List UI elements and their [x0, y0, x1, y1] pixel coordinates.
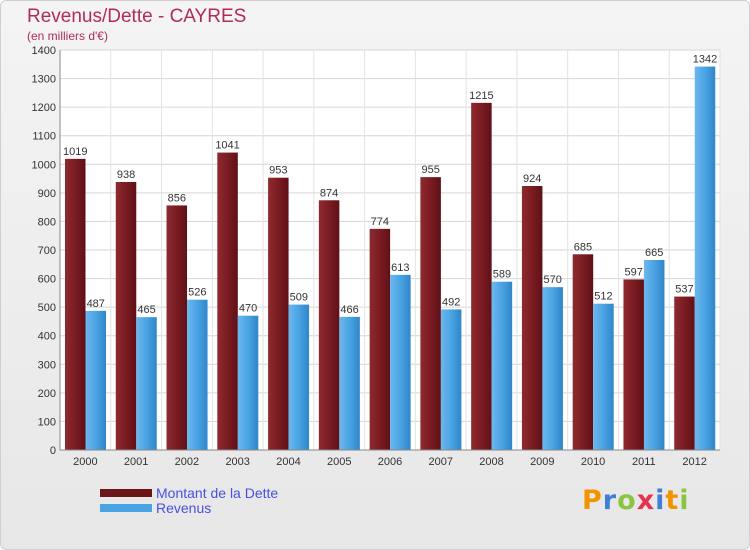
y-tick-label: 0 [50, 445, 56, 457]
data-label-dette: 874 [320, 187, 338, 199]
y-tick-label: 900 [38, 188, 56, 200]
data-label-dette: 1215 [469, 90, 493, 102]
bar-dette [471, 102, 492, 450]
y-tick-label: 1400 [32, 45, 56, 57]
data-label-dette: 938 [117, 169, 135, 181]
bar-dette [623, 279, 644, 450]
data-label-revenus: 470 [239, 303, 257, 315]
bar-dette [521, 186, 543, 450]
legend-label-revenus: Revenus [156, 500, 212, 516]
bar-dette [369, 228, 391, 450]
x-tick-label: 2000 [73, 456, 97, 468]
bar-revenus [491, 281, 513, 450]
data-label-revenus: 665 [645, 247, 663, 259]
y-tick-label: 1100 [32, 131, 56, 143]
bar-dette [217, 152, 238, 451]
chart-subtitle: (en milliers d'€) [27, 29, 108, 43]
data-label-dette: 856 [168, 192, 186, 204]
bar-dette [318, 200, 340, 450]
y-tick-label: 800 [38, 216, 56, 228]
data-label-revenus: 509 [290, 292, 308, 304]
data-label-dette: 953 [269, 165, 287, 177]
x-tick-label: 2005 [327, 456, 351, 468]
y-tick-label: 500 [38, 302, 56, 314]
bar-dette [268, 177, 289, 450]
x-tick-label: 2004 [276, 456, 300, 468]
bar-revenus [593, 303, 614, 450]
x-tick-label: 2009 [530, 456, 554, 468]
y-tick-label: 200 [38, 388, 56, 400]
y-tick-label: 600 [38, 274, 56, 286]
bar-revenus [390, 274, 411, 450]
x-tick-label: 2007 [429, 456, 453, 468]
data-label-dette: 537 [675, 284, 693, 296]
bar-revenus [694, 66, 716, 451]
bar-revenus [85, 310, 106, 450]
bar-revenus [237, 315, 259, 450]
x-tick-label: 2012 [682, 456, 706, 468]
data-label-revenus: 570 [543, 274, 561, 286]
y-tick-label: 1300 [32, 74, 56, 86]
bar-dette [420, 177, 441, 450]
bar-revenus [187, 299, 208, 450]
bar-dette [65, 158, 86, 450]
legend-swatch-revenus [100, 504, 152, 512]
data-label-revenus: 466 [340, 304, 358, 316]
y-tick-label: 400 [38, 331, 56, 343]
bar-revenus [136, 317, 157, 450]
data-label-dette: 1041 [215, 140, 239, 152]
proxiti-logo: Proxiti [582, 485, 690, 516]
x-tick-label: 2003 [225, 456, 249, 468]
bar-dette [674, 296, 695, 450]
legend-label-dette: Montant de la Dette [156, 485, 279, 501]
data-label-revenus: 492 [442, 296, 460, 308]
x-tick-label: 2002 [175, 456, 199, 468]
y-tick-label: 300 [38, 359, 56, 371]
bar-dette [115, 182, 137, 450]
data-label-revenus: 526 [188, 287, 206, 299]
bar-revenus [288, 304, 310, 450]
x-tick-label: 2010 [581, 456, 605, 468]
bar-dette [572, 254, 594, 450]
data-label-dette: 955 [421, 164, 439, 176]
data-label-revenus: 1342 [693, 54, 717, 66]
data-label-revenus: 465 [137, 304, 155, 316]
bar-revenus [643, 260, 665, 450]
y-tick-label: 1000 [32, 159, 56, 171]
data-label-revenus: 613 [391, 262, 409, 274]
data-label-dette: 924 [523, 173, 541, 185]
data-label-revenus: 512 [594, 291, 612, 303]
bar-revenus [542, 287, 563, 450]
x-tick-label: 2011 [632, 456, 656, 468]
bar-revenus [339, 316, 360, 450]
legend-swatch-dette [100, 489, 152, 497]
x-tick-label: 2001 [124, 456, 148, 468]
y-tick-label: 1200 [32, 102, 56, 114]
x-tick-label: 2006 [378, 456, 402, 468]
y-tick-label: 100 [38, 416, 56, 428]
data-label-dette: 597 [625, 266, 643, 278]
data-label-dette: 1019 [63, 146, 87, 158]
data-label-revenus: 487 [87, 298, 105, 310]
data-label-revenus: 589 [493, 269, 511, 281]
bar-dette [166, 205, 188, 450]
y-tick-label: 700 [38, 245, 56, 257]
chart-title: Revenus/Dette - CAYRES [27, 6, 247, 27]
data-label-dette: 685 [574, 241, 592, 253]
data-label-dette: 774 [371, 216, 389, 228]
bar-revenus [440, 309, 462, 450]
x-tick-label: 2008 [479, 456, 503, 468]
